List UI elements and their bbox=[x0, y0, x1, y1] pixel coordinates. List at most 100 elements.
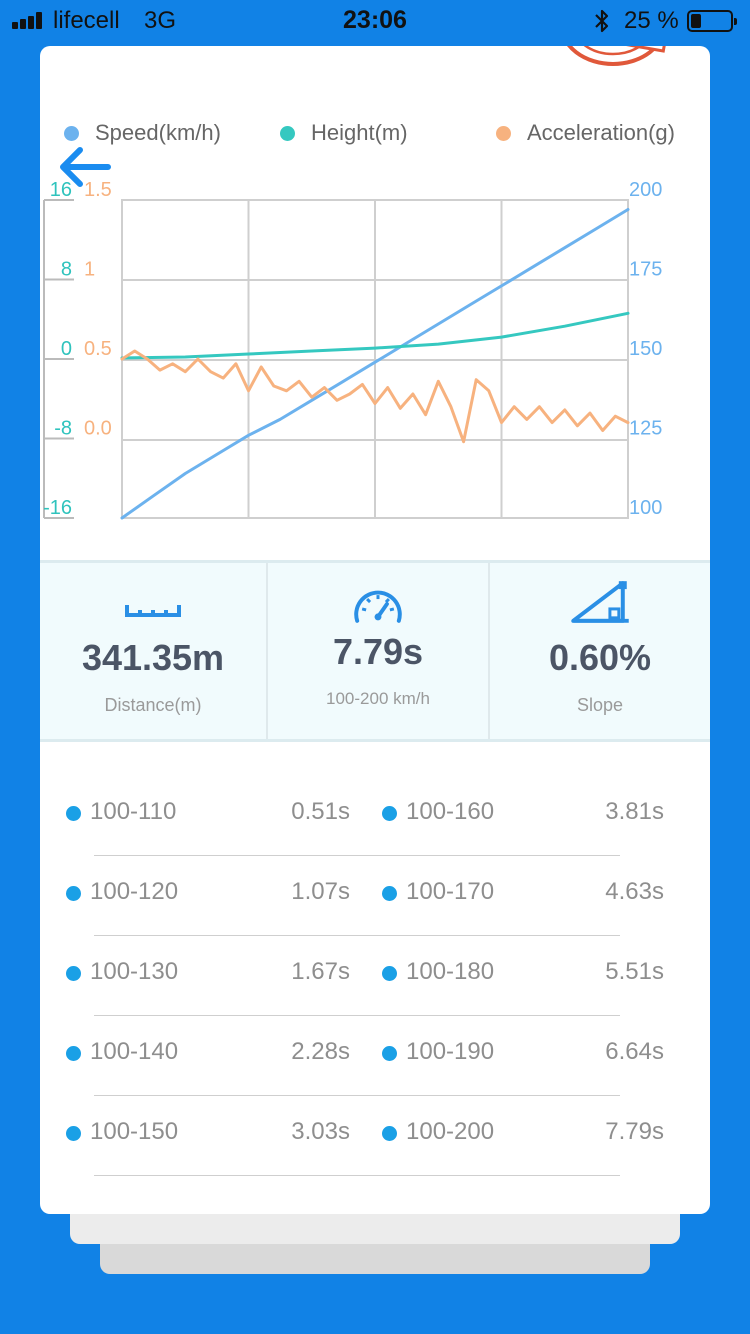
row-divider bbox=[94, 1015, 620, 1016]
split-dot bbox=[382, 1046, 397, 1061]
split-time: 4.63s bbox=[605, 878, 664, 905]
split-range: 100-110 bbox=[90, 798, 177, 825]
speed-tick-label: 125 bbox=[629, 418, 662, 440]
stamp-icon bbox=[557, 46, 669, 66]
height-tick-label: -8 bbox=[54, 418, 72, 440]
height-tick-label: 16 bbox=[50, 179, 72, 201]
split-range: 100-180 bbox=[406, 958, 495, 985]
series-line-acceleration bbox=[120, 349, 630, 444]
split-range: 100-130 bbox=[90, 958, 179, 985]
back-arrow-icon[interactable] bbox=[58, 144, 112, 190]
ruler-icon bbox=[125, 605, 181, 617]
bluetooth-icon bbox=[595, 9, 609, 33]
slope-value: 0.60% bbox=[548, 637, 652, 678]
split-item: 100-190 6.64s bbox=[382, 1038, 666, 1068]
split-dot bbox=[66, 1126, 81, 1141]
slope-icon bbox=[571, 581, 629, 623]
split-item: 100-130 1.67s bbox=[66, 958, 352, 988]
split-dot bbox=[382, 886, 397, 901]
series-line-speed bbox=[120, 208, 630, 520]
speed-tick-label: 100 bbox=[629, 497, 662, 519]
time-value: 7.79s bbox=[332, 631, 424, 672]
acceleration-tick-label: 0.5 bbox=[84, 338, 112, 360]
split-range: 100-150 bbox=[90, 1118, 179, 1145]
legend-dot-height bbox=[280, 125, 295, 141]
split-time: 3.81s bbox=[605, 798, 664, 825]
result-card: Speed(km/h) Height(m) Acceleration(g) 16… bbox=[40, 46, 710, 1214]
split-range: 100-160 bbox=[406, 798, 495, 825]
speed-tick-label: 175 bbox=[629, 259, 662, 281]
legend-label-speed: Speed(km/h) bbox=[95, 120, 221, 145]
split-item: 100-120 1.07s bbox=[66, 878, 352, 908]
legend-dot-acceleration bbox=[496, 125, 511, 141]
split-time: 6.64s bbox=[605, 1038, 664, 1065]
row-divider bbox=[94, 1175, 620, 1176]
slope-label: Slope bbox=[576, 695, 624, 715]
legend-label-acceleration: Acceleration(g) bbox=[527, 120, 675, 145]
split-row: 100-150 3.03s 100-200 7.79s bbox=[40, 1096, 710, 1176]
split-item: 100-140 2.28s bbox=[66, 1038, 352, 1068]
split-range: 100-140 bbox=[90, 1038, 179, 1065]
row-divider bbox=[94, 855, 620, 856]
speedometer-icon bbox=[354, 590, 402, 623]
time-label: 100-200 km/h bbox=[326, 689, 430, 708]
series-line-height bbox=[120, 311, 630, 360]
acceleration-tick-label: 0.0 bbox=[84, 418, 112, 440]
split-dot bbox=[382, 806, 397, 821]
network-type: 3G bbox=[144, 7, 177, 34]
split-row: 100-110 0.51s 100-160 3.81s bbox=[40, 776, 710, 856]
signal-icon bbox=[12, 11, 48, 29]
legend-dot-speed bbox=[64, 125, 79, 141]
split-time: 1.67s bbox=[291, 958, 350, 985]
split-dot bbox=[66, 1046, 81, 1061]
carrier-name: lifecell bbox=[53, 7, 120, 34]
split-dot bbox=[382, 1126, 397, 1141]
split-time: 0.51s bbox=[291, 798, 350, 825]
battery-percent: 25 % bbox=[624, 7, 679, 34]
split-time: 7.79s bbox=[605, 1118, 664, 1145]
stats-panel: 341.35m Distance(m) 7.79s 100-200 km/h 0… bbox=[40, 560, 710, 742]
split-item: 100-180 5.51s bbox=[382, 958, 666, 988]
split-item: 100-150 3.03s bbox=[66, 1118, 352, 1148]
stat-distance: 341.35m Distance(m) bbox=[40, 563, 266, 739]
height-tick-label: -16 bbox=[43, 497, 72, 519]
acceleration-tick-label: 1.5 bbox=[84, 179, 112, 201]
battery-icon bbox=[687, 10, 737, 32]
chart-legend: Speed(km/h) Height(m) Acceleration(g) bbox=[40, 120, 710, 150]
status-bar: lifecell 3G 23:06 25 % bbox=[0, 0, 750, 42]
split-item: 100-110 0.51s bbox=[66, 798, 352, 828]
clock: 23:06 bbox=[343, 6, 407, 34]
height-tick-label: 0 bbox=[61, 338, 72, 360]
split-dot bbox=[382, 966, 397, 981]
split-time: 2.28s bbox=[291, 1038, 350, 1065]
speed-tick-label: 200 bbox=[629, 179, 662, 201]
row-divider bbox=[94, 935, 620, 936]
split-time: 3.03s bbox=[291, 1118, 350, 1145]
split-item: 100-200 7.79s bbox=[382, 1118, 666, 1148]
split-row: 100-130 1.67s 100-180 5.51s bbox=[40, 936, 710, 1016]
split-range: 100-190 bbox=[406, 1038, 495, 1065]
acceleration-tick-label: 1 bbox=[84, 259, 95, 281]
split-time: 1.07s bbox=[291, 878, 350, 905]
split-range: 100-120 bbox=[90, 878, 179, 905]
height-tick-label: 8 bbox=[61, 259, 72, 281]
split-row: 100-140 2.28s 100-190 6.64s bbox=[40, 1016, 710, 1096]
distance-label: Distance(m) bbox=[104, 695, 202, 715]
split-dot bbox=[66, 966, 81, 981]
split-dot bbox=[66, 806, 81, 821]
row-divider bbox=[94, 1095, 620, 1096]
stat-time: 7.79s 100-200 km/h bbox=[266, 563, 488, 739]
split-time: 5.51s bbox=[605, 958, 664, 985]
split-item: 100-170 4.63s bbox=[382, 878, 666, 908]
split-range: 100-200 bbox=[406, 1118, 495, 1145]
split-dot bbox=[66, 886, 81, 901]
legend-item-acceleration: Acceleration(g) bbox=[496, 120, 675, 146]
stat-slope: 0.60% Slope bbox=[488, 563, 710, 739]
speed-height-acceleration-chart: 16 8 0 -8 -16 1.5 1 0.5 0.0 200 175 150 125 100 bbox=[43, 179, 662, 520]
legend-label-height: Height(m) bbox=[311, 120, 408, 145]
split-item: 100-160 3.81s bbox=[382, 798, 666, 828]
legend-item-speed: Speed(km/h) bbox=[64, 120, 221, 146]
legend-item-height: Height(m) bbox=[280, 120, 408, 146]
speed-tick-label: 150 bbox=[629, 338, 662, 360]
distance-value: 341.35m bbox=[81, 637, 225, 678]
